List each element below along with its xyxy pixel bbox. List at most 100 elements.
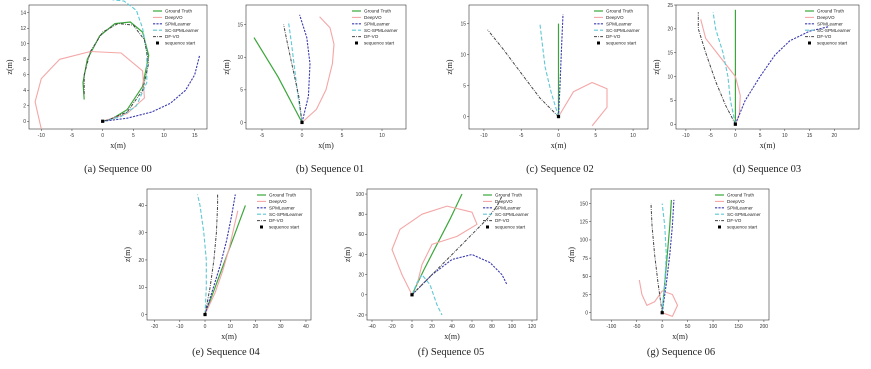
x-tick-label: -40: [368, 324, 375, 330]
legend-label: DF-VO: [817, 34, 832, 39]
x-axis-label: x(m): [672, 332, 688, 341]
legend-label: SC-SPMLearner: [727, 212, 761, 217]
legend-label: Ground Truth: [165, 9, 193, 14]
legend-label: SC-SPMLearner: [165, 28, 199, 33]
y-tick-label: 0: [463, 114, 466, 120]
x-tick-label: 5: [341, 133, 344, 139]
legend-label: SPMLearner: [606, 21, 632, 26]
legend-label: DF-VO: [364, 34, 379, 39]
x-tick-label: 0: [734, 133, 737, 139]
y-tick-label: 0: [240, 120, 243, 126]
x-tick-label: -20: [388, 324, 395, 330]
y-tick-label: 10: [667, 74, 673, 80]
x-tick-label: 0: [411, 324, 414, 330]
series-line-deepvo: [204, 210, 239, 315]
y-tick-label: 12: [20, 26, 26, 32]
subplot-caption: (d) Sequence 03: [733, 164, 801, 175]
subplot-6: -100 -50 0 50 100 150 200 0 25 50 75 100 125 150 x(m) z…: [567, 188, 770, 341]
legend-label: sequence start: [165, 41, 196, 46]
legend-marker-sequence-start: [597, 41, 600, 45]
x-tick-label: 15: [807, 133, 813, 139]
x-axis-label: x(m): [551, 141, 567, 150]
y-tick-label: 30: [138, 230, 144, 236]
legend-label: SPMLearner: [165, 21, 191, 26]
y-tick-label: 100: [356, 192, 365, 198]
x-tick-label: -10: [682, 133, 689, 139]
x-tick-label: 100: [709, 324, 718, 330]
subplot-4: -20 -10 0 10 20 30 40 0 10 20 30 40 x(m) z(m) Ground T…: [123, 188, 312, 341]
y-tick-label: 4: [23, 88, 26, 94]
x-tick-label: -10: [176, 324, 183, 330]
x-tick-label: 10: [227, 324, 233, 330]
series-line-deepvo: [301, 16, 335, 123]
legend-label: SPMLearner: [817, 21, 843, 26]
x-tick-label: 5: [594, 133, 597, 139]
series-line-ground-truth: [82, 21, 150, 122]
x-tick-label: 20: [429, 324, 435, 330]
y-tick-label: 15: [237, 22, 243, 28]
x-tick-label: 0: [204, 324, 207, 330]
subplot-1: -5 0 5 10 0 5 10 15 x(m) z(m) Ground TruthDeepVOSP…: [222, 4, 407, 150]
legend-label: SC-SPMLearner: [364, 28, 398, 33]
legend-label: sequence start: [364, 41, 395, 46]
x-tick-label: 0: [301, 133, 304, 139]
x-tick-label: -100: [606, 324, 616, 330]
legend-label: DF-VO: [165, 34, 180, 39]
legend-marker-sequence-start: [156, 41, 159, 45]
x-tick-label: 50: [685, 324, 691, 330]
y-tick-label: 50: [582, 274, 588, 280]
legend-label: DF-VO: [727, 218, 742, 223]
y-tick-label: 75: [582, 256, 588, 262]
y-tick-label: 0: [361, 293, 364, 299]
x-tick-label: 20: [831, 133, 837, 139]
x-tick-label: -10: [480, 133, 487, 139]
subplot-caption: (a) Sequence 00: [84, 164, 152, 175]
legend-label: DeepVO: [727, 199, 745, 204]
sequence-start-marker: [660, 311, 664, 315]
subplot-caption: (b) Sequence 01: [296, 164, 364, 175]
x-axis-label: x(m): [318, 141, 334, 150]
subplot-0: -10 -5 0 5 10 15 0 2 4 6 8 10 12 14 x(m) z(m) Ground Tru…: [5, 0, 208, 150]
y-tick-label: 0: [23, 119, 26, 125]
legend-marker-sequence-start: [718, 225, 721, 229]
y-tick-label: 20: [667, 27, 673, 33]
sequence-start-marker: [203, 312, 207, 317]
y-tick-label: 0: [670, 122, 673, 128]
y-tick-label: 25: [667, 3, 673, 9]
series-line-spmlearner: [204, 194, 236, 315]
legend-label: sequence start: [606, 41, 637, 46]
series-line-sc-spmlearner: [196, 194, 207, 315]
x-tick-label: 20: [253, 324, 259, 330]
x-tick-label: -5: [519, 133, 524, 139]
y-tick-label: 10: [237, 55, 243, 61]
legend-label: DeepVO: [165, 15, 183, 20]
y-tick-label: 8: [23, 57, 26, 63]
legend-label: DF-VO: [495, 218, 510, 223]
series-line-spmlearner: [299, 14, 311, 123]
subplot-caption: (g) Sequence 06: [647, 347, 715, 358]
y-tick-label: 15: [460, 21, 466, 27]
x-tick-label: 5: [759, 133, 762, 139]
legend-label: DF-VO: [269, 218, 284, 223]
legend-label: Ground Truth: [817, 9, 845, 14]
legend-label: sequence start: [727, 225, 758, 230]
series-line-df-vo: [650, 203, 663, 313]
subplot-caption: (f) Sequence 05: [418, 347, 484, 358]
legend-marker-sequence-start: [260, 225, 263, 229]
legend-label: sequence start: [269, 225, 300, 230]
x-tick-label: 120: [528, 324, 537, 330]
x-axis-label: x(m): [110, 141, 126, 150]
x-tick-label: 200: [760, 324, 769, 330]
x-tick-label: 10: [379, 133, 385, 139]
y-axis-label: z(m): [222, 59, 231, 74]
plot-frame: [675, 4, 860, 130]
x-tick-label: -5: [260, 133, 265, 139]
x-tick-label: 10: [161, 133, 167, 139]
sequence-start-marker: [410, 293, 414, 297]
legend-label: DeepVO: [364, 15, 382, 20]
subplot-3: -10 -5 0 5 10 15 20 0 5 10 15 20 25 x(m) z(m) Ground Tr…: [652, 3, 860, 150]
x-tick-label: 15: [192, 133, 198, 139]
y-axis-label: z(m): [5, 59, 14, 74]
x-tick-label: 100: [508, 324, 517, 330]
legend-label: sequence start: [817, 41, 848, 46]
